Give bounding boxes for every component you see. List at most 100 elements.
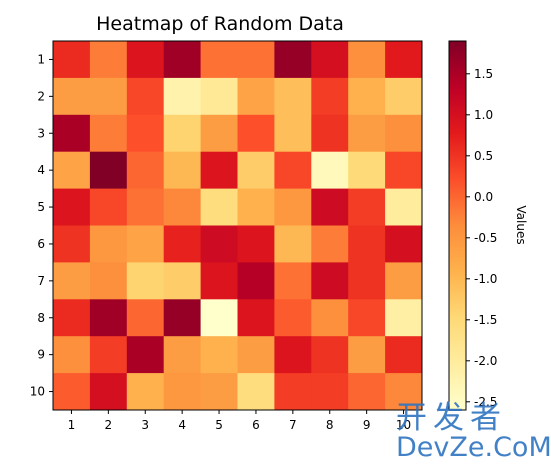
x-tick-label: 9 — [363, 418, 371, 432]
heatmap-cell — [89, 336, 128, 374]
heatmap-cell — [348, 151, 386, 189]
heatmap-cell — [126, 151, 165, 189]
heatmap-cell — [163, 373, 201, 411]
heatmap-cell — [126, 336, 165, 374]
heatmap-cell — [311, 262, 349, 300]
heatmap-cell — [200, 41, 238, 79]
heatmap-cell — [163, 151, 201, 189]
heatmap-cell — [348, 225, 386, 263]
colorbar-tick-label: -2.5 — [474, 395, 497, 409]
heatmap-cell — [53, 41, 91, 79]
colorbar-tick-label: -0.5 — [474, 231, 497, 245]
heatmap-cell — [53, 299, 91, 337]
y-tick-label: 9 — [37, 348, 45, 362]
heatmap-cells — [53, 41, 423, 411]
heatmap-cell — [385, 373, 423, 411]
heatmap-cell — [311, 299, 349, 337]
x-tick-label: 4 — [178, 418, 186, 432]
colorbar-ticks: -2.5 -2.0 -1.5 -1.0 -0.5 0.0 0.5 1.0 1.5 — [466, 67, 497, 409]
heatmap-cell — [126, 188, 165, 226]
heatmap-cell — [163, 225, 201, 263]
x-tick-label: 6 — [252, 418, 260, 432]
x-tick-label: 8 — [326, 418, 334, 432]
plot-frame — [52, 40, 423, 411]
heatmap-cell — [53, 373, 91, 411]
heatmap-cell — [163, 188, 201, 226]
heatmap-cell — [311, 188, 349, 226]
colorbar-tick-label: -1.5 — [474, 313, 497, 327]
heatmap-cell — [385, 188, 423, 226]
heatmap-cell — [237, 336, 275, 374]
heatmap-cell — [126, 225, 165, 263]
heatmap-cell — [200, 262, 238, 300]
heatmap-cell — [126, 41, 165, 79]
heatmap-cell — [200, 114, 238, 153]
x-tick-label: 3 — [141, 418, 149, 432]
heatmap-cell — [385, 262, 423, 300]
heatmap-cell — [53, 262, 91, 300]
heatmap-cell — [311, 373, 349, 411]
heatmap-cell — [53, 114, 91, 153]
heatmap-cell — [311, 151, 349, 189]
heatmap-cell — [89, 77, 128, 116]
heatmap-cell — [126, 77, 165, 116]
heatmap-cell — [311, 41, 349, 79]
heatmap-cell — [385, 225, 423, 263]
heatmap-cell — [163, 336, 201, 374]
heatmap-cell — [348, 41, 386, 79]
heatmap-cell — [274, 41, 312, 79]
heatmap-cell — [348, 299, 386, 337]
heatmap-cell — [237, 373, 275, 411]
y-tick-label: 1 — [37, 52, 45, 66]
heatmap-cell — [200, 225, 238, 263]
x-tick-label: 10 — [396, 418, 411, 432]
heatmap-cell — [237, 188, 275, 226]
colorbar-tick-label: 0.5 — [474, 149, 493, 163]
heatmap-cell — [274, 373, 312, 411]
heatmap-cell — [126, 373, 165, 411]
heatmap-cell — [163, 299, 201, 337]
watermark: 开发者 DevZe.CoM — [396, 400, 551, 463]
heatmap-cell — [385, 41, 423, 79]
x-tick-label: 1 — [68, 418, 76, 432]
heatmap-cell — [200, 373, 238, 411]
x-axis: 1 2 3 4 5 6 7 8 9 10 — [68, 410, 411, 432]
heatmap-cell — [89, 299, 128, 337]
heatmap-cell — [274, 225, 312, 263]
heatmap-cell — [348, 188, 386, 226]
heatmap-cell — [126, 299, 165, 337]
heatmap-cell — [237, 151, 275, 189]
heatmap-cell — [89, 188, 128, 226]
heatmap-cell — [53, 151, 91, 189]
colorbar — [448, 40, 467, 411]
y-axis: 1 2 3 4 5 6 7 8 9 10 — [30, 52, 53, 399]
heatmap-cell — [89, 114, 128, 153]
heatmap-cell — [89, 151, 128, 189]
y-tick-label: 7 — [37, 274, 45, 288]
heatmap-cell — [89, 262, 128, 300]
heatmap-cell — [311, 114, 349, 153]
x-tick-label: 5 — [215, 418, 223, 432]
heatmap-cell — [385, 336, 423, 374]
heatmap-cell — [53, 225, 91, 263]
colorbar-tick-label: -2.0 — [474, 354, 497, 368]
heatmap-cell — [163, 114, 201, 153]
heatmap-cell — [200, 336, 238, 374]
heatmap-cell — [237, 299, 275, 337]
heatmap-cell — [348, 262, 386, 300]
heatmap-cell — [385, 77, 423, 116]
y-tick-label: 6 — [37, 237, 45, 251]
heatmap-cell — [53, 336, 91, 374]
heatmap-cell — [126, 262, 165, 300]
heatmap-cell — [348, 114, 386, 153]
heatmap-cell — [311, 336, 349, 374]
colorbar-label: Values — [514, 205, 528, 244]
heatmap-cell — [237, 114, 275, 153]
heatmap-cell — [200, 188, 238, 226]
heatmap-cell — [200, 77, 238, 116]
heatmap-cell — [237, 41, 275, 79]
y-tick-label: 2 — [37, 89, 45, 103]
heatmap-cell — [53, 77, 91, 116]
heatmap-cell — [89, 373, 128, 411]
